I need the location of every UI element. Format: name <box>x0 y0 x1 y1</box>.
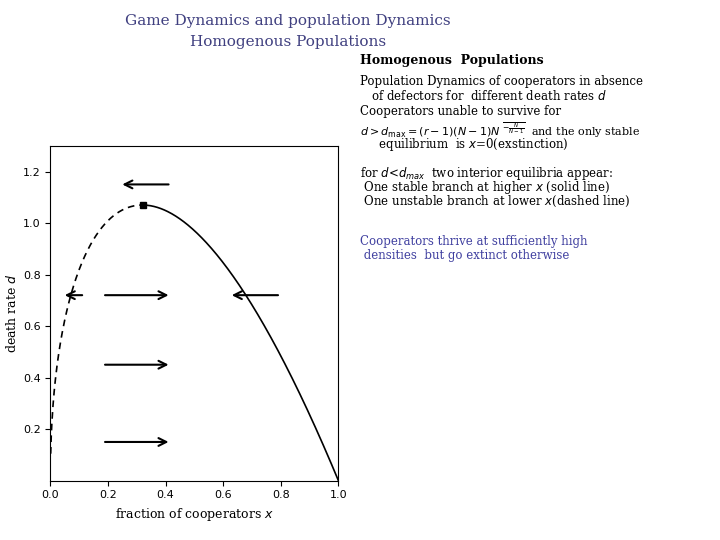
Text: Homogenous  Populations: Homogenous Populations <box>360 54 544 67</box>
Text: equilibrium  is $x$=0(exstinction): equilibrium is $x$=0(exstinction) <box>360 136 569 153</box>
Text: for $d$<$d_{max}$  two interior equilibria appear:: for $d$<$d_{max}$ two interior equilibri… <box>360 165 613 181</box>
Y-axis label: death rate $d$: death rate $d$ <box>5 273 19 353</box>
Text: $d > d_{\rm max} = (r-1)(N-1)N^{\ \overline{-\frac{N}{N-1}}}$  and the only stab: $d > d_{\rm max} = (r-1)(N-1)N^{\ \overl… <box>360 121 640 140</box>
Text: Cooperators unable to survive for: Cooperators unable to survive for <box>360 105 561 118</box>
Text: Game Dynamics and population Dynamics: Game Dynamics and population Dynamics <box>125 14 451 28</box>
Text: One stable branch at higher $x$ (solid line): One stable branch at higher $x$ (solid l… <box>360 179 610 196</box>
X-axis label: fraction of cooperators $x$: fraction of cooperators $x$ <box>115 506 274 523</box>
Text: of defectors for  different death rates $d$: of defectors for different death rates $… <box>360 89 607 103</box>
Text: Population Dynamics of cooperators in absence: Population Dynamics of cooperators in ab… <box>360 75 643 87</box>
Text: Homogenous Populations: Homogenous Populations <box>190 35 386 49</box>
Text: Cooperators thrive at sufficiently high: Cooperators thrive at sufficiently high <box>360 235 588 248</box>
Text: One unstable branch at lower $x$(dashed line): One unstable branch at lower $x$(dashed … <box>360 194 631 209</box>
Text: densities  but go extinct otherwise: densities but go extinct otherwise <box>360 249 570 262</box>
